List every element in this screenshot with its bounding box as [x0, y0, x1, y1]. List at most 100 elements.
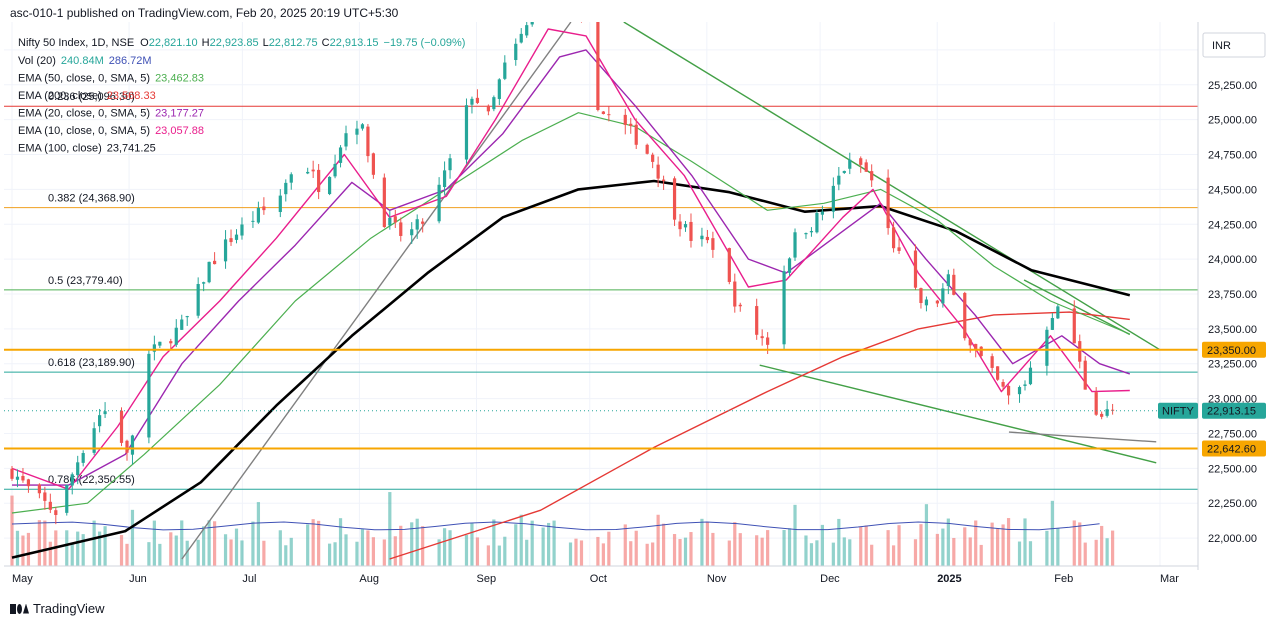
volume-bar [924, 504, 929, 566]
volume-bar [514, 524, 518, 566]
candle-body [503, 62, 507, 79]
volume-bar [1017, 541, 1022, 566]
volume-bar [963, 527, 967, 566]
volume-bar [393, 536, 397, 566]
candle-body [864, 162, 868, 172]
candle-body [486, 105, 490, 112]
volume-bar [70, 544, 74, 566]
price-tick-label: 24,750.00 [1208, 150, 1257, 162]
candle-body [629, 123, 633, 126]
volume-bar [240, 540, 244, 566]
legend-row-label: EMA (20, close, 0, SMA, 5) [18, 108, 150, 120]
candle-body [70, 474, 74, 486]
candle-body [251, 220, 255, 222]
time-tick-label: Jul [242, 573, 256, 585]
candle-body [974, 343, 978, 350]
candle-body [410, 229, 414, 236]
candle-body [464, 105, 469, 160]
volume-bar [952, 537, 956, 566]
volume-bar [262, 540, 266, 566]
volume-bar [48, 541, 52, 566]
candle-body [596, 22, 600, 111]
candle-body [1023, 384, 1027, 386]
price-tick-label: 22,250.00 [1208, 498, 1257, 510]
hline-price-badge-label: 23,350.00 [1207, 345, 1256, 357]
candlestick-chart[interactable]: 0.236 (25,096.30) 0.382 (24,368.90) 0.5 (2… [0, 0, 1281, 600]
volume-bar [793, 504, 797, 566]
volume-bar [497, 545, 501, 566]
candle-body [1072, 308, 1076, 344]
fib-label: 0.382 (24,368.90) [48, 193, 135, 205]
candle-body [711, 238, 715, 250]
volume-bar [831, 542, 835, 566]
candle-body [103, 411, 107, 415]
candle-body [897, 247, 901, 251]
volume-bar [1111, 530, 1115, 566]
fib-label: 0.618 (23,189.90) [48, 357, 135, 369]
volume-bar [941, 528, 945, 566]
candle-body [92, 428, 96, 453]
volume-bar [311, 519, 315, 566]
candle-body [760, 336, 764, 339]
volume-bar [755, 535, 759, 566]
volume-bar [81, 534, 85, 566]
candle-body [442, 170, 447, 188]
volume-bar [317, 520, 321, 566]
candle-body [1028, 367, 1033, 385]
price-tick-label: 22,500.00 [1208, 463, 1257, 475]
legend-close: 22,913.15 [330, 37, 379, 49]
candle-body [607, 114, 611, 116]
candle-body [26, 479, 31, 487]
volume-bar [421, 526, 425, 566]
candle-body [98, 415, 102, 427]
candle-body [207, 261, 211, 283]
candle-body [415, 219, 419, 230]
volume-bar [596, 536, 600, 566]
candle-body [311, 169, 315, 172]
time-tick-label: Nov [707, 573, 727, 585]
time-tick-label: May [12, 573, 33, 585]
volume-bars [10, 492, 1115, 566]
candle-body [388, 217, 392, 226]
candle-body [946, 274, 950, 286]
volume-bar [804, 535, 808, 566]
candle-body [470, 98, 474, 105]
volume-bar [410, 522, 414, 566]
time-tick-label: Sep [476, 573, 496, 585]
volume-bar [289, 537, 293, 566]
candle-body [547, 0, 550, 6]
price-tick-label: 23,750.00 [1208, 289, 1257, 301]
volume-bar [174, 535, 178, 566]
candle-body [1083, 360, 1087, 390]
candle-body [804, 233, 808, 235]
candles [10, 0, 1115, 525]
legend-row-value: 23,568.33 [107, 90, 156, 102]
volume-bar [935, 533, 939, 566]
candle-body [399, 222, 403, 236]
candle-body [766, 337, 770, 345]
volume-bar [371, 537, 375, 566]
volume-bar [662, 523, 666, 566]
candle-body [48, 501, 52, 510]
candle-body [169, 341, 173, 344]
candle-body [492, 97, 496, 110]
candle-body [886, 177, 890, 229]
candle-body [700, 235, 704, 240]
ema-lines [11, 28, 1131, 560]
candle-body [831, 185, 835, 212]
volume-bar [196, 539, 200, 566]
volume-bar [629, 541, 633, 566]
legend-row-value: 23,741.25 [107, 143, 156, 155]
volume-bar [442, 528, 447, 566]
volume-bar [119, 535, 124, 566]
candle-body [185, 316, 189, 318]
time-tick-label: Oct [590, 573, 607, 585]
symbol-badge [1158, 402, 1198, 419]
volume-bar [541, 527, 545, 566]
candle-body [924, 299, 929, 306]
candle-body [580, 0, 583, 20]
trendline-2 [1023, 279, 1131, 336]
candle-body [996, 366, 1000, 380]
price-tick-label: 23,500.00 [1208, 324, 1257, 336]
candle-body [848, 159, 852, 169]
